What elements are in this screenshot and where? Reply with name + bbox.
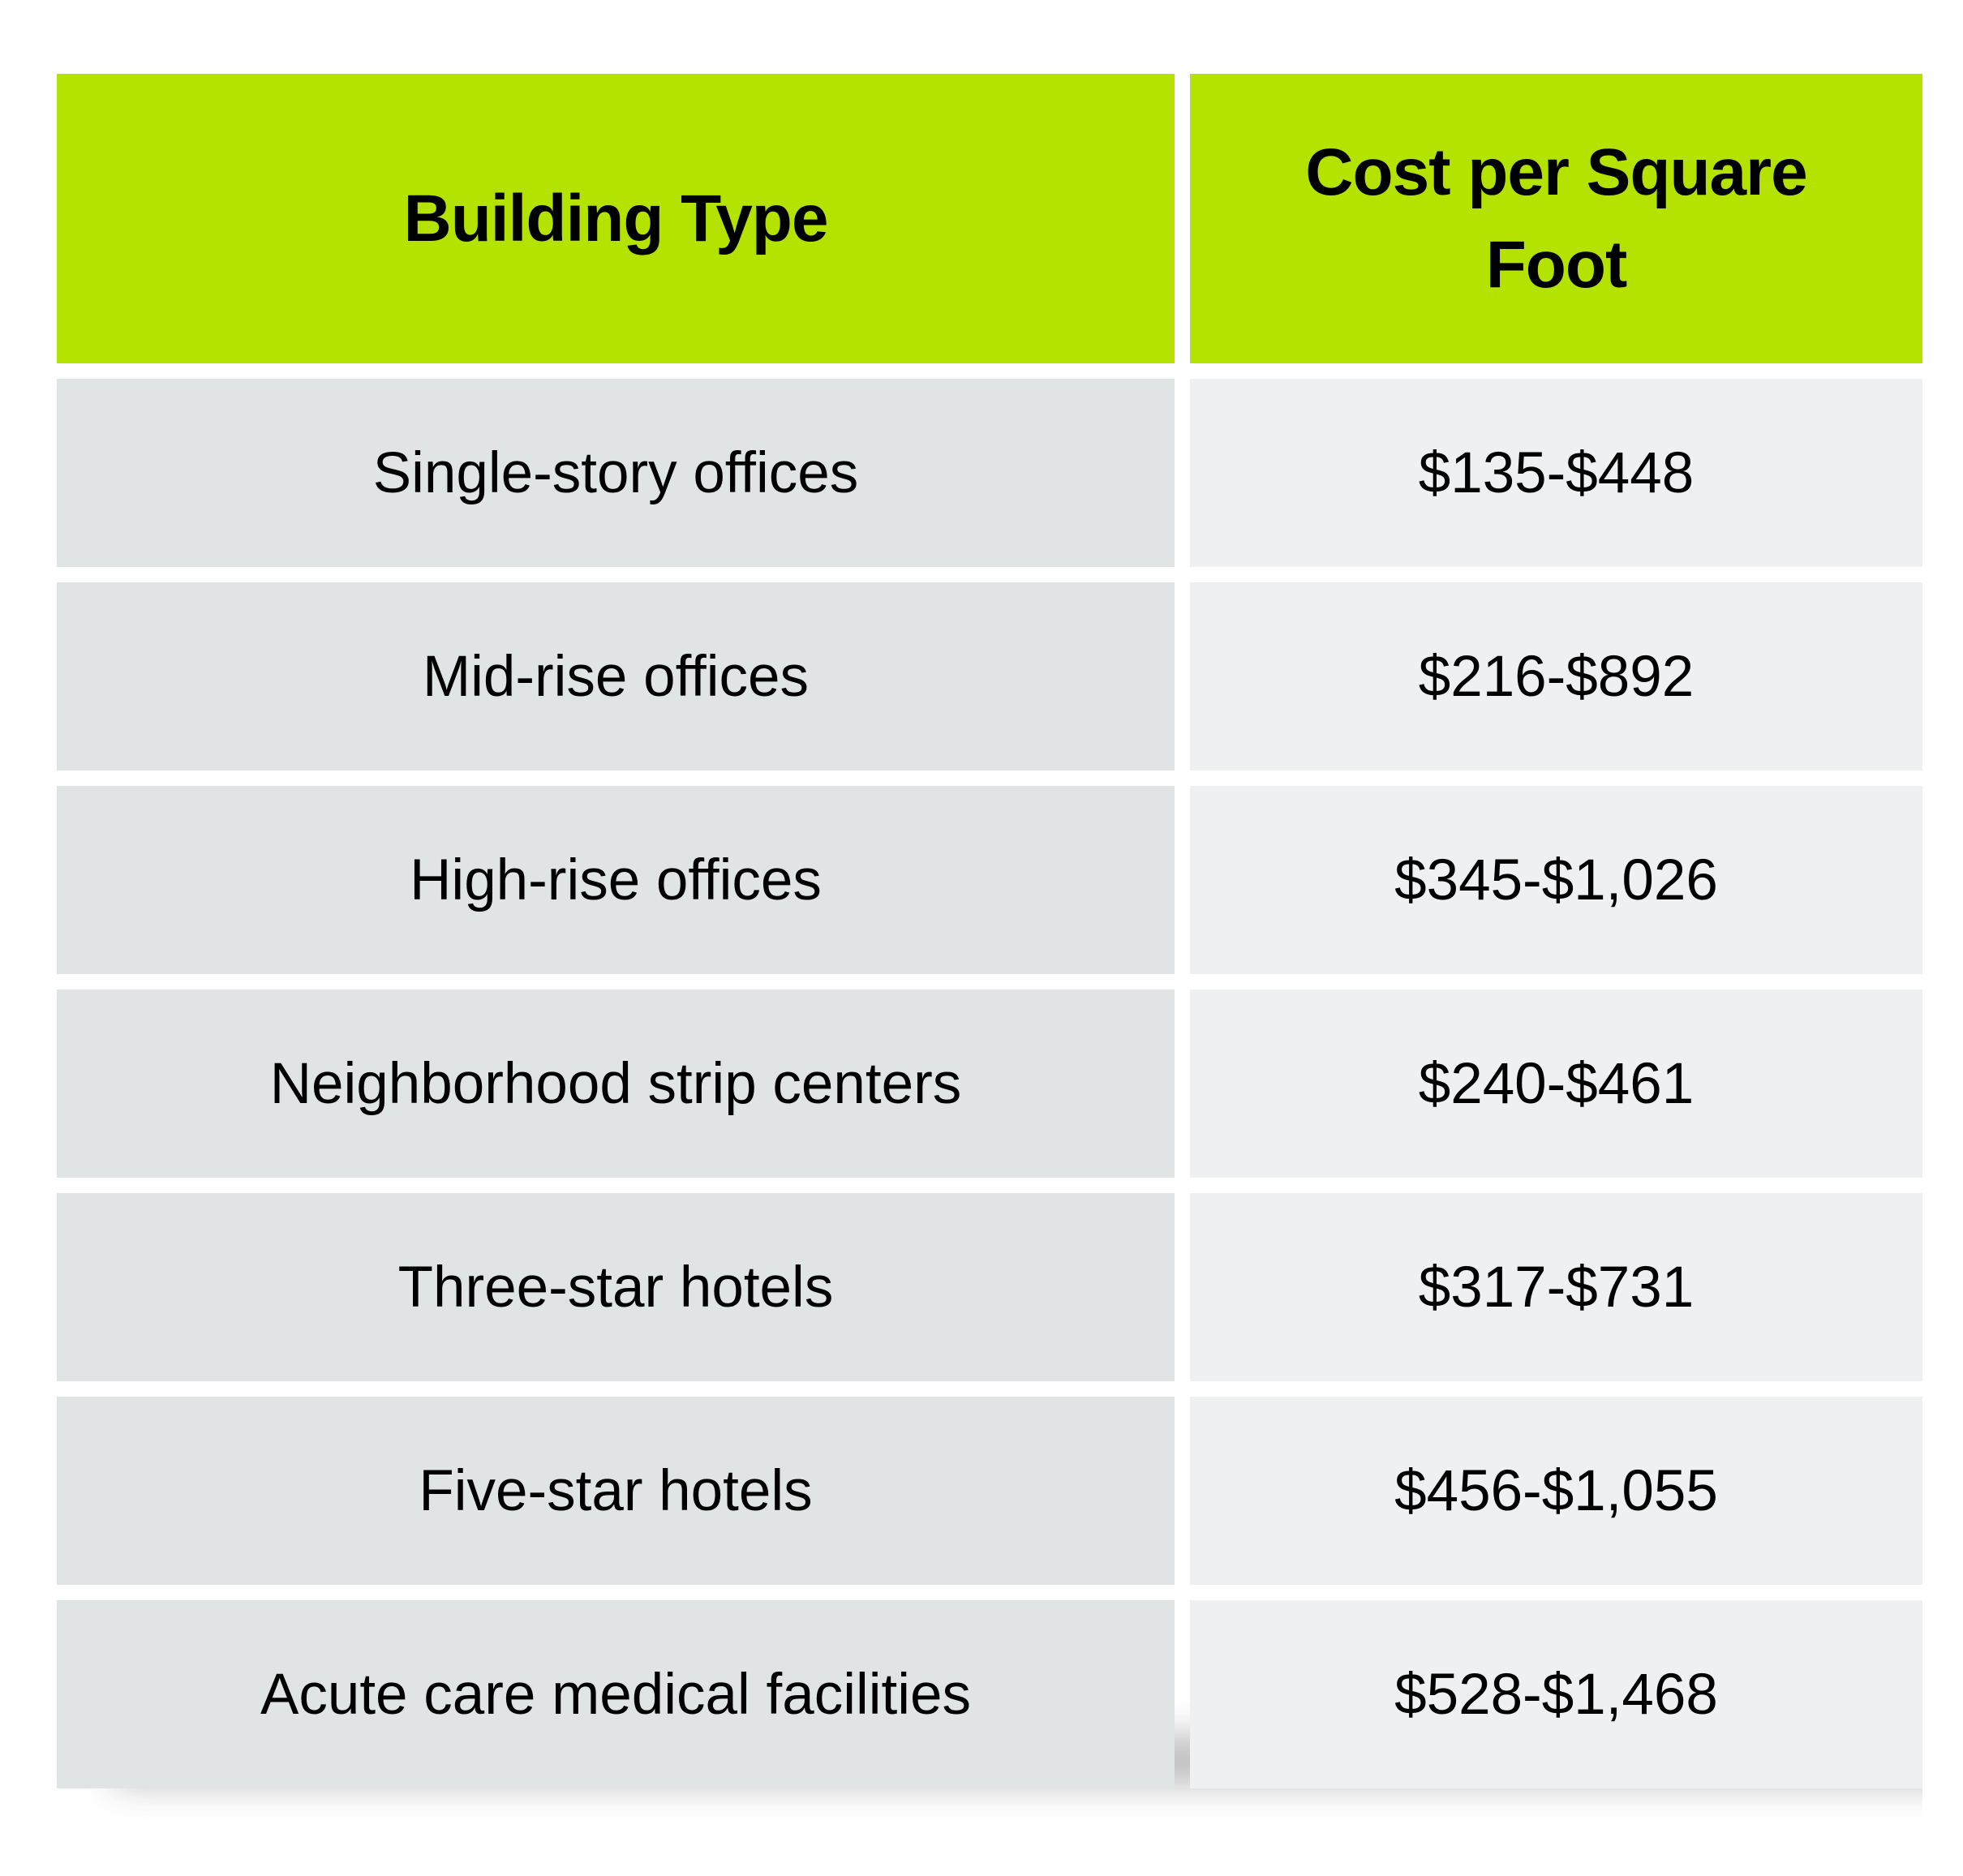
table-row-1-building-type: Single-story offices bbox=[57, 379, 1175, 567]
table-row-3-cost: $345-$1,026 bbox=[1190, 786, 1922, 974]
cost-text: $135-$448 bbox=[1418, 440, 1695, 505]
table-row-1-cost: $135-$448 bbox=[1190, 379, 1922, 567]
table-row-5-cost: $317-$731 bbox=[1190, 1193, 1922, 1381]
cost-text: $240-$461 bbox=[1418, 1051, 1695, 1116]
building-type-text: Five-star hotels bbox=[419, 1458, 813, 1523]
building-type-text: High-rise offices bbox=[410, 848, 822, 912]
cost-text: $528-$1,468 bbox=[1394, 1662, 1718, 1727]
building-type-text: Mid-rise offices bbox=[422, 644, 810, 709]
table-grid: Building Type Cost per Square Foot Singl… bbox=[57, 74, 1922, 1788]
table-row-5-building-type: Three-star hotels bbox=[57, 1193, 1175, 1381]
cost-table: Building Type Cost per Square Foot Singl… bbox=[57, 74, 1922, 1788]
building-type-text: Neighborhood strip centers bbox=[269, 1051, 962, 1116]
building-type-text: Acute care medical facilities bbox=[260, 1662, 972, 1727]
cost-text: $317-$731 bbox=[1418, 1255, 1695, 1320]
table-row-4-building-type: Neighborhood strip centers bbox=[57, 990, 1175, 1178]
table-row-4-cost: $240-$461 bbox=[1190, 990, 1922, 1178]
building-type-text: Single-story offices bbox=[372, 440, 859, 505]
table-row-7-cost: $528-$1,468 bbox=[1190, 1600, 1922, 1788]
cost-text: $345-$1,026 bbox=[1394, 848, 1718, 912]
table-row-6-building-type: Five-star hotels bbox=[57, 1397, 1175, 1585]
building-type-text: Three-star hotels bbox=[397, 1255, 834, 1320]
header-cost-label: Cost per Square Foot bbox=[1305, 135, 1825, 302]
table-row-7-building-type: Acute care medical facilities bbox=[57, 1600, 1175, 1788]
table-row-3-building-type: High-rise offices bbox=[57, 786, 1175, 974]
table-row-2-cost: $216-$892 bbox=[1190, 582, 1922, 771]
header-cost-per-square-foot: Cost per Square Foot bbox=[1190, 74, 1922, 363]
header-building-type-label: Building Type bbox=[403, 181, 828, 255]
table-row-2-building-type: Mid-rise offices bbox=[57, 582, 1175, 771]
header-building-type: Building Type bbox=[57, 74, 1175, 363]
table-row-6-cost: $456-$1,055 bbox=[1190, 1397, 1922, 1585]
cost-text: $216-$892 bbox=[1418, 644, 1695, 709]
cost-text: $456-$1,055 bbox=[1394, 1458, 1718, 1523]
